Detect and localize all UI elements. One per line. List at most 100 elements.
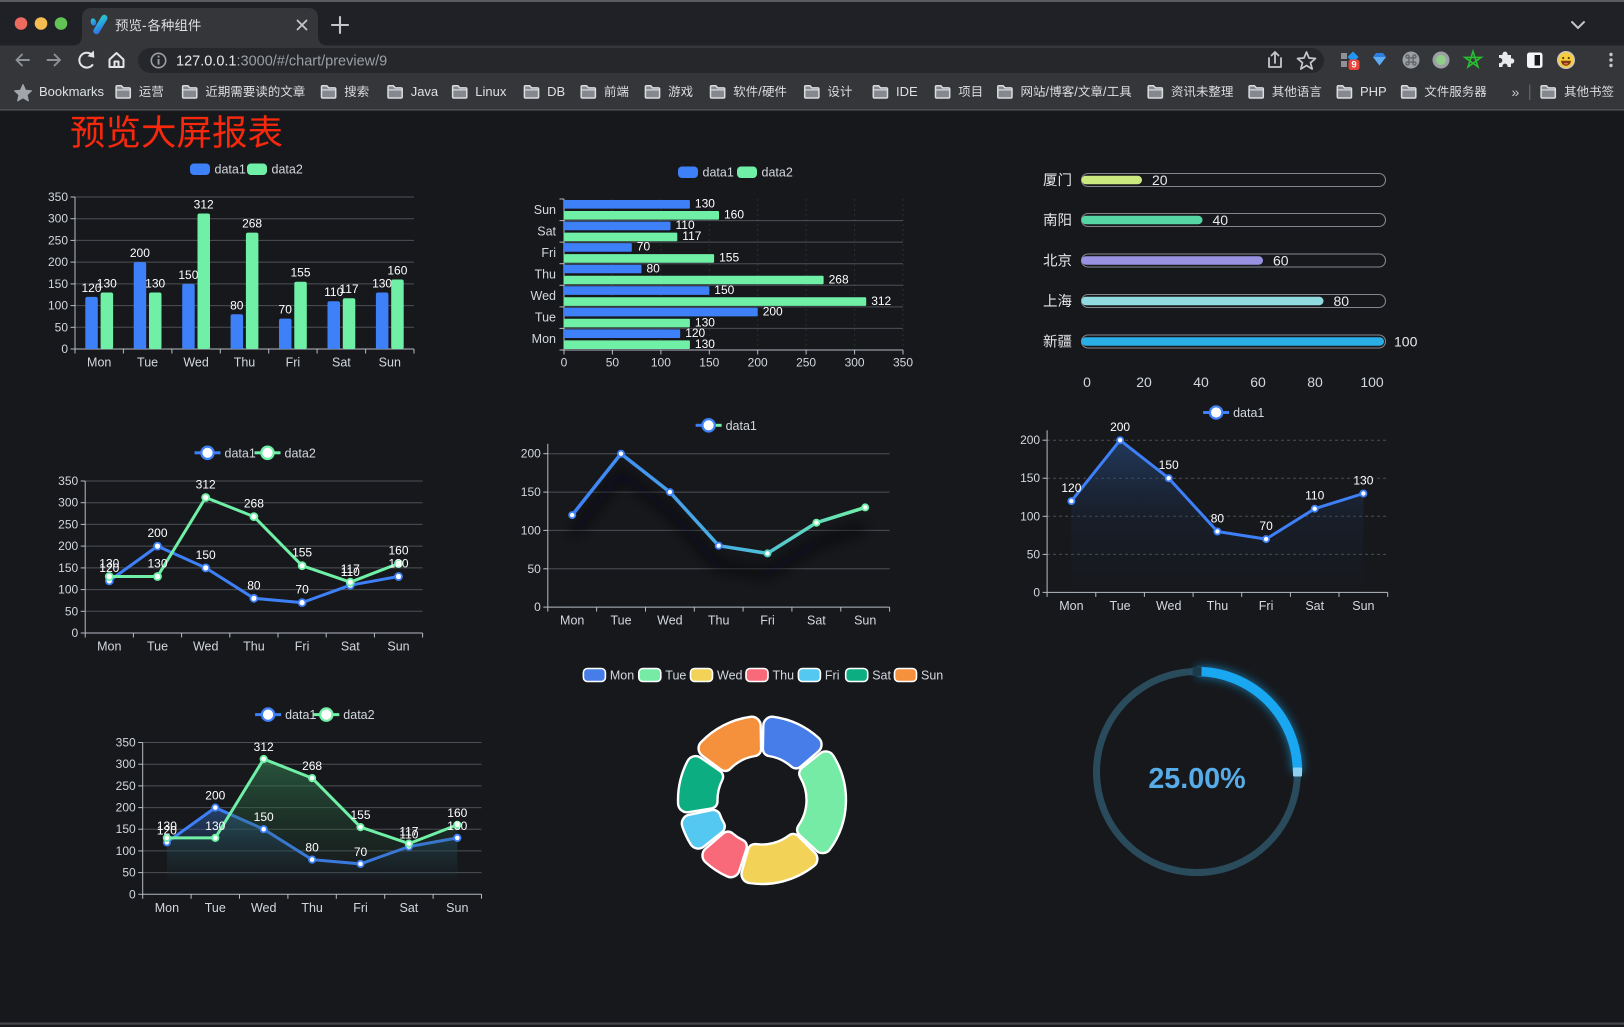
svg-text:100: 100 xyxy=(1394,333,1418,349)
svg-text:Sun: Sun xyxy=(387,640,409,654)
svg-text:40: 40 xyxy=(1193,374,1209,390)
svg-text:130: 130 xyxy=(695,315,715,329)
svg-text:70: 70 xyxy=(295,583,309,597)
svg-text:300: 300 xyxy=(116,757,136,771)
svg-text:130: 130 xyxy=(97,277,117,291)
svg-text:-: - xyxy=(142,18,147,33)
svg-text:PHP: PHP xyxy=(1360,84,1387,99)
svg-text:100: 100 xyxy=(1360,374,1384,390)
svg-text:130: 130 xyxy=(157,819,177,833)
svg-text:Wed: Wed xyxy=(251,901,277,915)
svg-text:Sun: Sun xyxy=(854,614,876,628)
svg-text:130: 130 xyxy=(145,277,165,291)
svg-text:268: 268 xyxy=(829,272,849,286)
svg-text:40: 40 xyxy=(1213,212,1229,228)
svg-text:Sat: Sat xyxy=(537,224,556,238)
svg-text:Sat: Sat xyxy=(872,669,891,683)
svg-text:120: 120 xyxy=(1061,481,1081,495)
svg-text:data2: data2 xyxy=(762,166,793,180)
svg-text:Sat: Sat xyxy=(807,614,826,628)
svg-text:Fri: Fri xyxy=(295,640,310,654)
svg-text:Sun: Sun xyxy=(534,203,556,217)
svg-text:110: 110 xyxy=(676,218,695,232)
svg-text:Tue: Tue xyxy=(1110,599,1131,613)
svg-text:120: 120 xyxy=(81,281,101,295)
svg-text:80: 80 xyxy=(247,578,261,592)
svg-text:155: 155 xyxy=(719,251,739,265)
svg-text:Thu: Thu xyxy=(234,356,256,370)
svg-text:150: 150 xyxy=(1159,458,1179,472)
svg-text:50: 50 xyxy=(527,562,541,576)
svg-text:Sat: Sat xyxy=(332,356,351,370)
svg-text:80: 80 xyxy=(1307,374,1323,390)
svg-text:300: 300 xyxy=(845,356,865,370)
svg-text:»: » xyxy=(1512,84,1520,100)
svg-text:Thu: Thu xyxy=(773,669,795,683)
svg-text:DB: DB xyxy=(547,84,565,99)
svg-text:data2: data2 xyxy=(272,163,303,177)
svg-text:20: 20 xyxy=(1136,374,1152,390)
svg-text:350: 350 xyxy=(116,736,136,750)
svg-text:Sun: Sun xyxy=(1352,599,1374,613)
svg-text:300: 300 xyxy=(48,212,68,226)
svg-text:312: 312 xyxy=(194,198,214,212)
svg-text:Thu: Thu xyxy=(1207,599,1229,613)
svg-text:100: 100 xyxy=(651,356,671,370)
svg-text:200: 200 xyxy=(521,447,541,461)
svg-text:130: 130 xyxy=(695,337,715,351)
svg-text:Mon: Mon xyxy=(610,669,634,683)
svg-text:Mon: Mon xyxy=(87,356,111,370)
svg-text:Sat: Sat xyxy=(341,640,360,654)
svg-text:data1: data1 xyxy=(285,708,316,722)
svg-text:350: 350 xyxy=(893,356,913,370)
svg-text:0: 0 xyxy=(1083,374,1091,390)
svg-text:130: 130 xyxy=(205,819,225,833)
svg-text:155: 155 xyxy=(350,808,370,822)
svg-text:Java: Java xyxy=(411,84,439,99)
svg-text:50: 50 xyxy=(606,356,620,370)
svg-text:130: 130 xyxy=(1353,474,1373,488)
svg-text:/: / xyxy=(1046,85,1050,99)
svg-text:Wed: Wed xyxy=(657,614,683,628)
svg-text:150: 150 xyxy=(521,485,541,499)
svg-text:70: 70 xyxy=(354,845,368,859)
svg-text:Tue: Tue xyxy=(665,669,686,683)
svg-text:250: 250 xyxy=(58,517,78,531)
svg-text:0: 0 xyxy=(561,356,568,370)
svg-text:150: 150 xyxy=(116,822,136,836)
svg-text:Mon: Mon xyxy=(155,901,179,915)
svg-text:Mon: Mon xyxy=(560,614,584,628)
svg-text:50: 50 xyxy=(122,866,136,880)
svg-text:Sun: Sun xyxy=(921,669,943,683)
svg-text:130: 130 xyxy=(388,557,408,571)
svg-text:Wed: Wed xyxy=(183,356,209,370)
svg-text:200: 200 xyxy=(48,255,68,269)
svg-text:Mon: Mon xyxy=(532,332,556,346)
svg-text:200: 200 xyxy=(748,356,768,370)
svg-text:50: 50 xyxy=(1027,547,1041,561)
svg-text:0: 0 xyxy=(534,600,541,614)
svg-text:312: 312 xyxy=(254,740,274,754)
svg-text:250: 250 xyxy=(116,779,136,793)
svg-text:80: 80 xyxy=(305,841,319,855)
svg-text:Mon: Mon xyxy=(97,640,121,654)
svg-text:Fri: Fri xyxy=(286,356,301,370)
svg-text:268: 268 xyxy=(244,497,264,511)
svg-text:110: 110 xyxy=(1305,489,1324,503)
svg-text:80: 80 xyxy=(1211,512,1225,526)
svg-text:200: 200 xyxy=(147,526,167,540)
svg-text:/: / xyxy=(758,85,762,99)
svg-text:100: 100 xyxy=(1020,509,1040,523)
svg-text:25.00%: 25.00% xyxy=(1148,763,1245,795)
svg-text:150: 150 xyxy=(1020,471,1040,485)
svg-text:70: 70 xyxy=(279,303,293,317)
svg-text:100: 100 xyxy=(58,583,78,597)
svg-text:60: 60 xyxy=(1273,252,1289,268)
svg-text:data1: data1 xyxy=(703,166,734,180)
svg-text:Fri: Fri xyxy=(353,901,368,915)
svg-text:250: 250 xyxy=(48,233,68,247)
svg-text:200: 200 xyxy=(763,304,783,318)
svg-text:Fri: Fri xyxy=(760,614,775,628)
svg-text:160: 160 xyxy=(387,264,407,278)
svg-text:200: 200 xyxy=(130,246,150,260)
